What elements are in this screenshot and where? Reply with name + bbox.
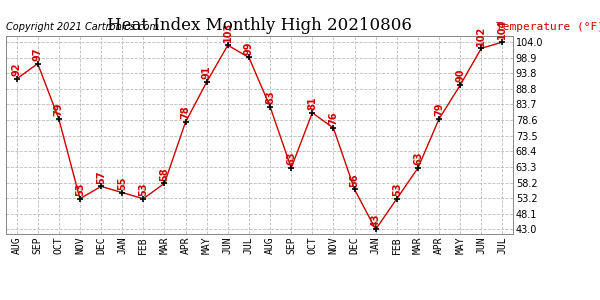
Text: 99: 99	[244, 41, 254, 55]
Text: 102: 102	[476, 25, 487, 46]
Text: 53: 53	[139, 182, 148, 196]
Text: 76: 76	[328, 112, 338, 125]
Text: 91: 91	[202, 66, 212, 79]
Text: 81: 81	[307, 96, 317, 110]
Text: 103: 103	[223, 22, 233, 42]
Text: 55: 55	[117, 176, 127, 190]
Text: 78: 78	[181, 106, 191, 119]
Text: 79: 79	[54, 103, 64, 116]
Text: 53: 53	[75, 182, 85, 196]
Text: Copyright 2021 Cartronics.com: Copyright 2021 Cartronics.com	[6, 22, 159, 32]
Text: 43: 43	[371, 213, 380, 226]
Text: Temperature (°F): Temperature (°F)	[496, 22, 600, 32]
Text: 97: 97	[32, 47, 43, 61]
Text: 92: 92	[11, 63, 22, 76]
Text: 53: 53	[392, 182, 402, 196]
Text: 56: 56	[350, 173, 359, 187]
Text: 63: 63	[286, 152, 296, 165]
Title: Heat Index Monthly High 20210806: Heat Index Monthly High 20210806	[107, 17, 412, 34]
Text: 90: 90	[455, 69, 465, 82]
Text: 58: 58	[160, 167, 169, 181]
Text: 79: 79	[434, 103, 444, 116]
Text: 57: 57	[96, 170, 106, 184]
Text: 63: 63	[413, 152, 423, 165]
Text: 83: 83	[265, 90, 275, 104]
Text: 104: 104	[497, 19, 508, 39]
